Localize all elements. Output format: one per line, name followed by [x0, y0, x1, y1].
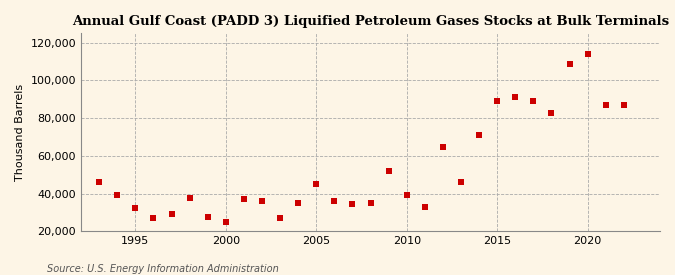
Point	[256, 199, 267, 204]
Text: Source: U.S. Energy Information Administration: Source: U.S. Energy Information Administ…	[47, 264, 279, 274]
Point	[347, 202, 358, 206]
Point	[329, 199, 340, 204]
Point	[275, 216, 286, 220]
Point	[474, 133, 485, 138]
Point	[220, 220, 231, 224]
Point	[112, 192, 123, 197]
Point	[383, 169, 394, 173]
Point	[365, 201, 376, 205]
Point	[166, 212, 177, 217]
Point	[184, 196, 195, 200]
Point	[456, 180, 466, 185]
Point	[583, 52, 593, 56]
Point	[600, 103, 611, 107]
Title: Annual Gulf Coast (PADD 3) Liquified Petroleum Gases Stocks at Bulk Terminals: Annual Gulf Coast (PADD 3) Liquified Pet…	[72, 15, 669, 28]
Point	[510, 95, 520, 100]
Point	[94, 180, 105, 185]
Point	[402, 192, 412, 197]
Point	[618, 103, 629, 107]
Point	[528, 99, 539, 103]
Point	[492, 99, 503, 103]
Point	[238, 197, 249, 202]
Point	[546, 110, 557, 115]
Point	[130, 206, 140, 210]
Point	[148, 216, 159, 220]
Point	[437, 144, 448, 149]
Point	[202, 215, 213, 219]
Point	[311, 182, 322, 186]
Y-axis label: Thousand Barrels: Thousand Barrels	[15, 84, 25, 181]
Point	[564, 61, 575, 66]
Point	[293, 201, 304, 205]
Point	[419, 205, 430, 209]
